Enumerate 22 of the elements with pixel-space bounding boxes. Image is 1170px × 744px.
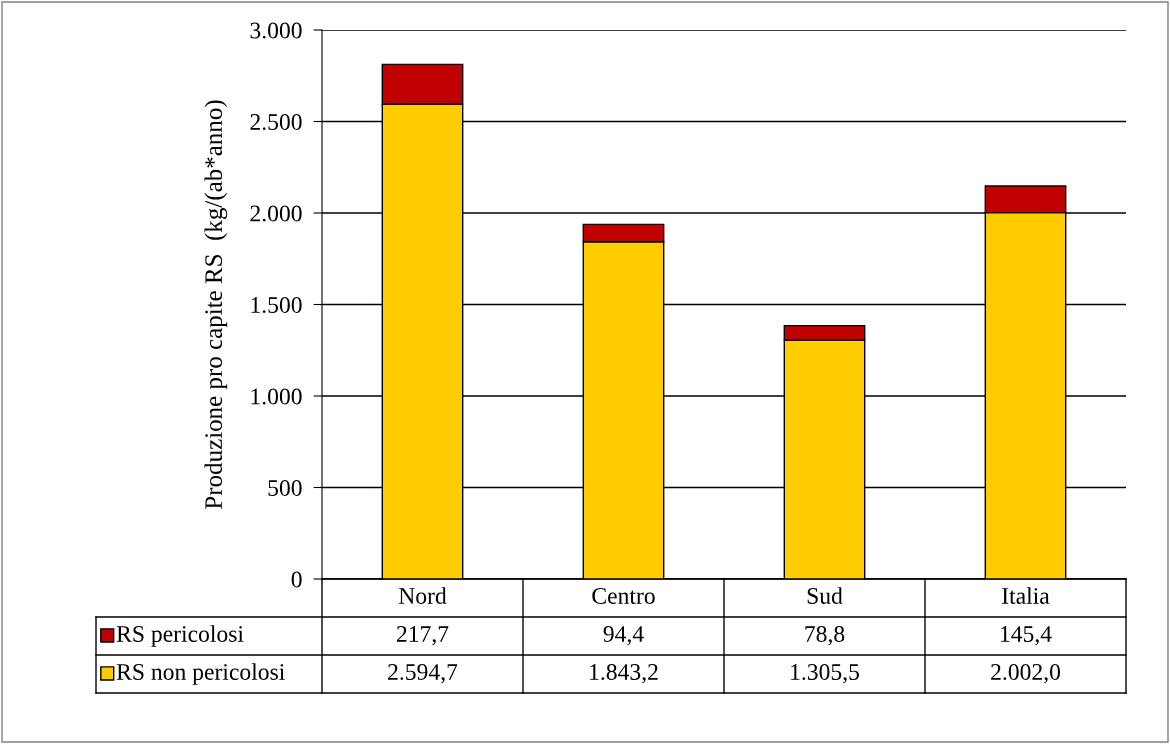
legend-label: RS non pericolosi	[116, 663, 285, 685]
y-tick-label: 2.500	[250, 113, 302, 131]
y-tick-label: 2.000	[250, 205, 302, 222]
data-label: 217,7	[396, 626, 449, 646]
y-tick-label: 0	[291, 571, 302, 588]
x-tick-label: Nord	[398, 587, 447, 604]
data-label: 1.843,2	[590, 663, 658, 684]
legend-label: RS pericolosi	[116, 625, 244, 647]
data-label: 145,4	[1001, 626, 1052, 646]
data-label: 1.305,5	[791, 663, 859, 684]
x-tick-label: Italia	[1002, 587, 1050, 604]
y-tick-label: 1.000	[251, 388, 302, 405]
y-axis-title: Produzione pro capite RS (kg/(ab*anno)	[204, 100, 228, 509]
x-tick-label: Centro	[592, 588, 655, 604]
y-tick-label: 1.500	[251, 296, 302, 314]
y-tick-label: 500	[268, 479, 302, 496]
data-label: 94,4	[603, 626, 644, 646]
data-label: 2.002,0	[991, 663, 1061, 684]
data-label: 2.594,7	[388, 664, 458, 684]
y-tick-label: 3.000	[250, 22, 302, 39]
x-tick-label: Sud	[807, 587, 843, 604]
data-label: 78,8	[805, 625, 845, 646]
